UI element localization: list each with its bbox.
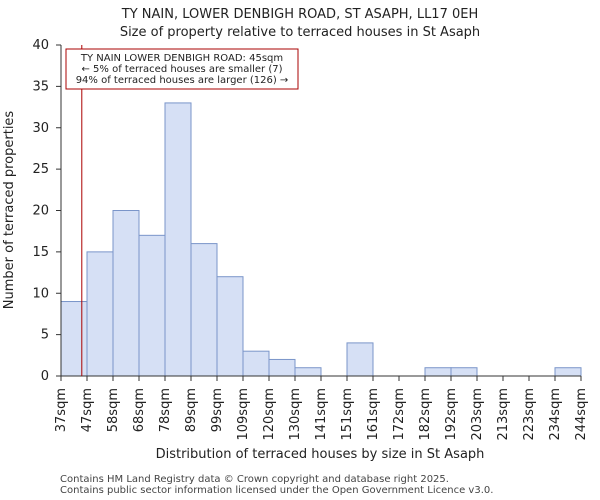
annotation-box: TY NAIN LOWER DENBIGH ROAD: 45sqm ← 5% o… [65, 48, 299, 90]
y-tick-label: 40 [32, 38, 49, 53]
x-tick-label: 109sqm [236, 388, 251, 441]
y-tick-label: 0 [41, 369, 49, 384]
y-tick-label: 10 [32, 286, 49, 301]
x-tick-label: 68sqm [132, 388, 147, 432]
y-axis-title: Number of terraced properties [2, 111, 17, 310]
x-tick-label: 172sqm [392, 388, 407, 441]
x-tick-label: 244sqm [574, 388, 589, 441]
y-tick-label: 25 [32, 162, 49, 177]
bars-group [60, 102, 582, 377]
y-tick-label: 35 [32, 79, 49, 94]
x-tick-label: 37sqm [54, 388, 69, 432]
x-tick-label: 223sqm [522, 388, 537, 441]
x-tick-label: 203sqm [470, 388, 485, 441]
x-tick-label: 89sqm [184, 388, 199, 432]
x-tick-label: 234sqm [548, 388, 563, 441]
bar-99sqm [216, 276, 244, 377]
bar-58sqm [112, 210, 140, 377]
y-tick-label: 30 [32, 121, 49, 136]
x-tick-label: 182sqm [418, 388, 433, 441]
bar-151sqm [346, 342, 374, 377]
bar-89sqm [190, 243, 218, 377]
x-tick-label: 213sqm [496, 388, 511, 441]
x-tick-label: 192sqm [444, 388, 459, 441]
x-axis-title: Distribution of terraced houses by size … [156, 447, 485, 462]
x-tick-label: 78sqm [158, 388, 173, 432]
x-tick-label: 58sqm [106, 388, 121, 432]
bar-68sqm [138, 234, 166, 377]
footer-licence: Contains public sector information licen… [60, 485, 494, 496]
x-tick-label: 141sqm [314, 388, 329, 441]
bar-192sqm [450, 367, 478, 377]
y-tick-label: 5 [41, 328, 49, 343]
x-tick-label: 99sqm [210, 388, 225, 432]
bar-182sqm [424, 367, 452, 377]
annotation-line-3: 94% of terraced houses are larger (126) … [76, 75, 289, 86]
annotation-frame [65, 48, 299, 90]
annotation-line-1: TY NAIN LOWER DENBIGH ROAD: 45sqm [80, 53, 283, 64]
chart-title: TY NAIN, LOWER DENBIGH ROAD, ST ASAPH, L… [121, 7, 479, 22]
bar-37sqm [60, 301, 88, 377]
x-tick-label: 130sqm [288, 388, 303, 441]
x-tick-label: 120sqm [262, 388, 277, 441]
footer-copyright: Contains HM Land Registry data © Crown c… [60, 474, 449, 485]
x-tick-label: 47sqm [80, 388, 95, 432]
y-tick-label: 15 [32, 245, 49, 260]
bar-109sqm [242, 350, 270, 377]
x-axis: 37sqm 47sqm 58sqm 68sqm 78sqm 89sqm 99sqm 109sq… [54, 376, 589, 441]
bar-78sqm [164, 102, 192, 377]
x-tick-label: 161sqm [366, 388, 381, 441]
chart-subtitle: Size of property relative to terraced ho… [120, 25, 480, 40]
bar-120sqm [268, 358, 296, 377]
bar-234sqm [554, 367, 582, 377]
annotation-line-2: ← 5% of terraced houses are smaller (7) [82, 64, 283, 75]
bar-47sqm [86, 251, 114, 377]
y-axis: 0 5 10 15 20 25 30 35 40 [32, 38, 61, 384]
y-tick-label: 20 [32, 204, 49, 219]
x-tick-label: 151sqm [340, 388, 355, 441]
bar-130sqm [294, 367, 322, 377]
